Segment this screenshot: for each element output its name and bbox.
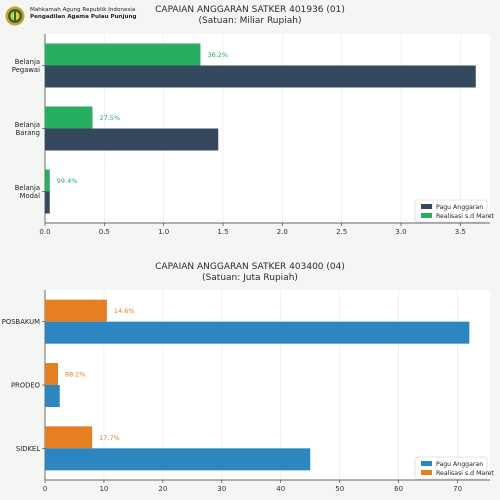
bar-realisasi <box>45 300 107 322</box>
bar-realisasi <box>45 426 92 448</box>
data-label: 17.7% <box>99 434 120 442</box>
category-label: PRODEO <box>11 382 40 390</box>
bar-pagu <box>45 322 469 344</box>
category-label-line: SIDKEL <box>16 445 40 453</box>
bar-pagu <box>45 448 310 470</box>
legend-swatch-realisasi <box>421 470 432 475</box>
legend-label-realisasi: Realisasi s.d Maret <box>436 470 494 477</box>
legend-swatch-pagu <box>421 461 432 466</box>
legend-label-pagu: Pagu Anggaran <box>436 461 483 468</box>
x-tick-label: 70 <box>453 485 462 493</box>
x-tick-label: 30 <box>217 485 226 493</box>
x-tick-label: 10 <box>99 485 108 493</box>
category-label: POSBAKUM <box>2 318 40 326</box>
x-tick-label: 0 <box>43 485 47 493</box>
bar-realisasi <box>45 363 58 385</box>
bar-pagu <box>45 385 60 407</box>
category-label: SIDKEL <box>16 445 40 453</box>
category-label-line: PRODEO <box>11 382 40 390</box>
data-label: 14.6% <box>114 307 135 315</box>
x-tick-label: 20 <box>158 485 167 493</box>
x-tick-label: 40 <box>276 485 285 493</box>
category-label-line: POSBAKUM <box>2 318 40 326</box>
x-tick-label: 60 <box>394 485 403 493</box>
x-tick-label: 50 <box>335 485 344 493</box>
data-label: 88.2% <box>65 371 86 379</box>
